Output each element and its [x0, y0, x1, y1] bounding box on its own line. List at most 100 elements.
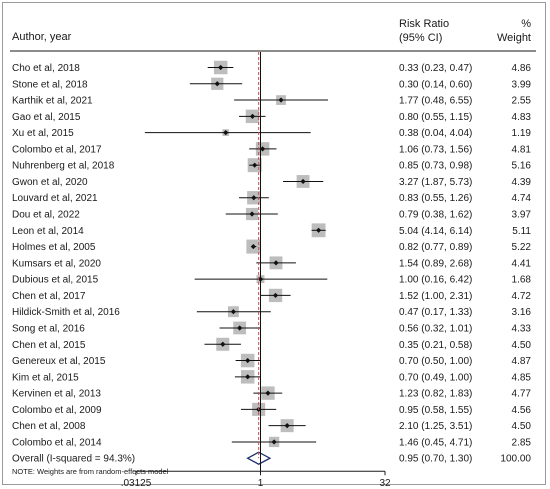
study-weight: 2.55	[512, 96, 532, 107]
study-label: Louvard et al, 2021	[12, 193, 98, 204]
effect-column-header-line1: Risk Ratio	[399, 18, 449, 30]
study-row: Holmes et al, 2005 0.82 (0.77, 0.89) 5.22	[12, 239, 531, 254]
study-row: Leon et al, 2014 5.04 (4.14, 6.14) 5.11	[12, 223, 531, 238]
study-weight: 5.16	[512, 161, 532, 172]
study-label: Holmes et al, 2005	[12, 242, 96, 253]
study-weight: 3.99	[512, 79, 532, 90]
study-point-estimate	[278, 97, 284, 103]
study-row: Xu et al, 2015 0.38 (0.04, 4.04) 1.19	[12, 128, 531, 139]
study-label: Song et al, 2016	[12, 323, 85, 334]
study-label: Kumsars et al, 2020	[12, 258, 101, 269]
study-weight: 1.19	[512, 128, 532, 139]
study-label: Gwon et al, 2020	[12, 177, 88, 188]
study-ci-text: 1.77 (0.48, 6.55)	[399, 96, 472, 107]
study-row: Kervinen et al, 2013 1.23 (0.82, 1.83) 4.7…	[12, 386, 532, 400]
study-label: Karthik et al, 2021	[12, 96, 93, 107]
study-ci-text: 0.85 (0.73, 0.98)	[399, 161, 472, 172]
study-label: Xu et al, 2015	[12, 128, 74, 139]
study-weight: 1.68	[512, 275, 532, 286]
study-weight: 3.97	[512, 210, 532, 221]
study-ci-text: 0.47 (0.17, 1.33)	[399, 307, 472, 318]
study-point-estimate	[259, 146, 266, 152]
study-label: Stone et al, 2018	[12, 79, 88, 90]
study-point-estimate	[252, 162, 258, 168]
study-label: Genereux et al, 2015	[12, 356, 106, 367]
study-rows: Cho et al, 2018 0.33 (0.23, 0.47) 4.86 Ston…	[12, 60, 532, 448]
study-label: Kim et al, 2015	[12, 372, 79, 383]
study-row: Cho et al, 2018 0.33 (0.23, 0.47) 4.86	[12, 60, 532, 75]
study-row: Kim et al, 2015 0.70 (0.49, 1.00) 4.85	[12, 370, 531, 384]
study-ci-text: 0.80 (0.55, 1.15)	[399, 112, 472, 123]
study-weight: 4.56	[512, 405, 532, 416]
x-axis-tick-label: 32	[379, 478, 391, 489]
study-row: Nuhrenberg et al, 2018 0.85 (0.73, 0.98) 5…	[12, 158, 532, 173]
study-ci-text: 0.83 (0.55, 1.26)	[399, 193, 472, 204]
overall-ci-text: 0.95 (0.70, 1.30)	[399, 454, 472, 465]
study-label: Colombo et al, 2009	[12, 405, 102, 416]
study-point-estimate	[284, 423, 290, 429]
study-row: Kumsars et al, 2020 1.54 (0.89, 2.68) 4.41	[12, 256, 531, 269]
study-ci-text: 0.30 (0.14, 0.60)	[399, 79, 472, 90]
x-axis-tick-label: .03125	[121, 478, 152, 489]
study-ci-text: 0.35 (0.21, 0.58)	[399, 340, 472, 351]
study-point-estimate	[237, 325, 243, 331]
study-point-estimate	[223, 130, 229, 136]
study-point-estimate	[249, 211, 255, 217]
study-ci-text: 0.33 (0.23, 0.47)	[399, 63, 472, 74]
study-ci-text: 1.46 (0.45, 4.71)	[399, 437, 472, 448]
study-label: Hildick-Smith et al, 2016	[12, 307, 120, 318]
overall-row: Overall (I-squared = 94.3%) 0.95 (0.70, 1…	[12, 451, 531, 465]
study-label: Leon et al, 2014	[12, 226, 84, 237]
study-weight: 4.77	[512, 389, 532, 400]
study-row: Genereux et al, 2015 0.70 (0.50, 1.00) 4.8…	[12, 353, 531, 368]
study-point-estimate	[230, 309, 236, 315]
study-weight: 4.39	[512, 177, 532, 188]
study-point-estimate	[220, 341, 226, 347]
study-label: Kervinen et al, 2013	[12, 389, 101, 400]
study-ci-text: 1.52 (1.00, 2.31)	[399, 291, 472, 302]
study-ci-text: 5.04 (4.14, 6.14)	[399, 226, 472, 237]
study-point-estimate	[249, 113, 256, 119]
study-row: Colombo et al, 2014 1.46 (0.45, 4.71) 2.85	[12, 436, 531, 448]
study-weight: 3.16	[512, 307, 532, 318]
study-row: Chen et al, 2017 1.52 (1.00, 2.31) 4.72	[12, 288, 532, 303]
study-row: Stone et al, 2018 0.30 (0.14, 0.60) 3.99	[12, 77, 532, 90]
study-weight: 4.83	[512, 112, 532, 123]
weight-column-header-line1: %	[521, 18, 531, 30]
study-point-estimate	[300, 178, 306, 185]
study-ci-text: 3.27 (1.87, 5.73)	[399, 177, 472, 188]
table-header: Author, year Risk Ratio (95% CI) % Weigh…	[12, 18, 531, 44]
footnote: NOTE: Weights are from random-effects mo…	[12, 467, 169, 476]
study-ci-text: 0.79 (0.38, 1.62)	[399, 210, 472, 221]
study-row: Colombo et al, 2009 0.95 (0.58, 1.55) 4.56	[12, 402, 532, 416]
overall-label: Overall (I-squared = 94.3%)	[12, 454, 135, 465]
study-row: Song et al, 2016 0.56 (0.32, 1.01) 4.33	[12, 321, 532, 334]
weight-column-header-line2: Weight	[497, 32, 531, 44]
study-label: Chen et al, 2015	[12, 340, 86, 351]
study-point-estimate	[245, 357, 251, 364]
study-ci-text: 1.23 (0.82, 1.83)	[399, 389, 472, 400]
study-weight: 4.72	[512, 291, 532, 302]
study-weight: 4.81	[512, 144, 532, 155]
study-ci-text: 0.82 (0.77, 0.89)	[399, 242, 472, 253]
study-row: Gao et al, 2015 0.80 (0.55, 1.15) 4.83	[12, 109, 532, 124]
study-weight: 4.86	[512, 63, 532, 74]
study-label: Dou et al, 2022	[12, 210, 80, 221]
study-weight: 4.33	[512, 323, 532, 334]
x-axis-tick-label: 1	[258, 478, 264, 489]
study-label: Chen et al, 2008	[12, 421, 86, 432]
study-row: Louvard et al, 2021 0.83 (0.55, 1.26) 4.74	[12, 191, 531, 205]
study-label: Colombo et al, 2014	[12, 437, 102, 448]
study-point-estimate	[273, 260, 279, 266]
study-weight: 5.11	[512, 226, 531, 237]
study-ci-text: 0.56 (0.32, 1.01)	[399, 323, 472, 334]
study-ci-text: 1.00 (0.16, 6.42)	[399, 275, 472, 286]
study-label: Dubious et al, 2015	[12, 275, 99, 286]
study-point-estimate	[316, 227, 322, 233]
study-ci-text: 0.38 (0.04, 4.04)	[399, 128, 472, 139]
study-weight: 4.50	[512, 340, 532, 351]
study-row: Dubious et al, 2015 1.00 (0.16, 6.42) 1.68	[12, 275, 531, 286]
study-point-estimate	[265, 390, 271, 396]
study-ci-text: 1.06 (0.73, 1.56)	[399, 144, 472, 155]
